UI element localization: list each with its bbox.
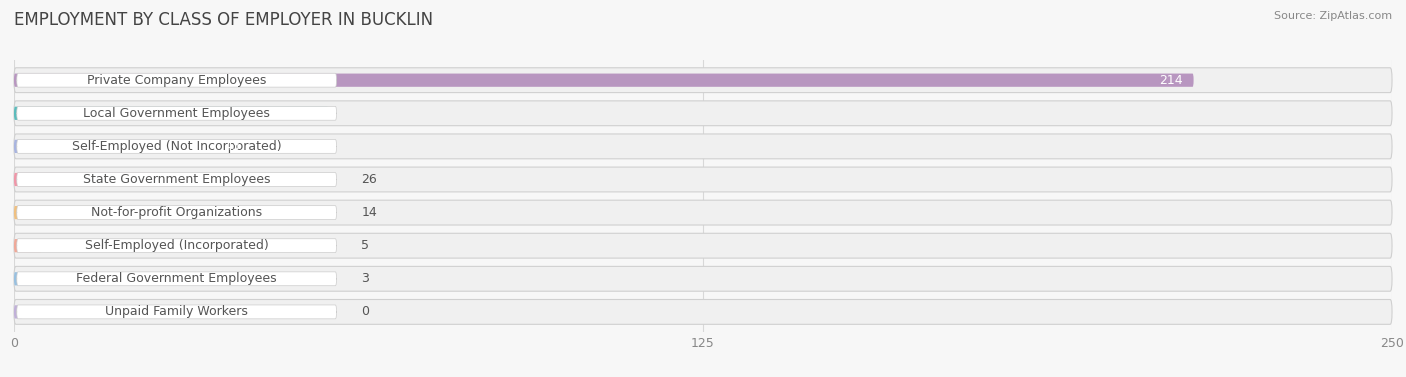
FancyBboxPatch shape: [14, 299, 1392, 324]
FancyBboxPatch shape: [14, 140, 252, 153]
FancyBboxPatch shape: [14, 233, 1392, 258]
Text: Not-for-profit Organizations: Not-for-profit Organizations: [91, 206, 262, 219]
FancyBboxPatch shape: [14, 267, 1392, 291]
FancyBboxPatch shape: [14, 200, 1392, 225]
Text: 3: 3: [361, 272, 370, 285]
FancyBboxPatch shape: [14, 272, 31, 285]
Text: 57: 57: [301, 107, 318, 120]
FancyBboxPatch shape: [14, 107, 328, 120]
Text: State Government Employees: State Government Employees: [83, 173, 270, 186]
FancyBboxPatch shape: [17, 239, 336, 253]
Text: Local Government Employees: Local Government Employees: [83, 107, 270, 120]
FancyBboxPatch shape: [17, 173, 336, 186]
Text: 0: 0: [361, 305, 370, 319]
FancyBboxPatch shape: [17, 139, 336, 153]
Text: Self-Employed (Not Incorporated): Self-Employed (Not Incorporated): [72, 140, 281, 153]
Text: Federal Government Employees: Federal Government Employees: [76, 272, 277, 285]
FancyBboxPatch shape: [14, 239, 42, 252]
Text: Private Company Employees: Private Company Employees: [87, 74, 266, 87]
FancyBboxPatch shape: [14, 134, 1392, 159]
FancyBboxPatch shape: [14, 167, 1392, 192]
FancyBboxPatch shape: [14, 206, 91, 219]
Text: 5: 5: [361, 239, 370, 252]
Text: 14: 14: [361, 206, 377, 219]
FancyBboxPatch shape: [14, 305, 22, 319]
FancyBboxPatch shape: [17, 106, 336, 120]
FancyBboxPatch shape: [14, 68, 1392, 93]
FancyBboxPatch shape: [14, 74, 1194, 87]
Text: Source: ZipAtlas.com: Source: ZipAtlas.com: [1274, 11, 1392, 21]
Text: 214: 214: [1159, 74, 1182, 87]
FancyBboxPatch shape: [17, 272, 336, 286]
FancyBboxPatch shape: [17, 305, 336, 319]
FancyBboxPatch shape: [14, 173, 157, 186]
FancyBboxPatch shape: [17, 206, 336, 219]
Text: Self-Employed (Incorporated): Self-Employed (Incorporated): [84, 239, 269, 252]
FancyBboxPatch shape: [17, 73, 336, 87]
FancyBboxPatch shape: [14, 101, 1392, 126]
Text: Unpaid Family Workers: Unpaid Family Workers: [105, 305, 247, 319]
Text: EMPLOYMENT BY CLASS OF EMPLOYER IN BUCKLIN: EMPLOYMENT BY CLASS OF EMPLOYER IN BUCKL…: [14, 11, 433, 29]
Text: 43: 43: [225, 140, 240, 153]
Text: 26: 26: [361, 173, 377, 186]
